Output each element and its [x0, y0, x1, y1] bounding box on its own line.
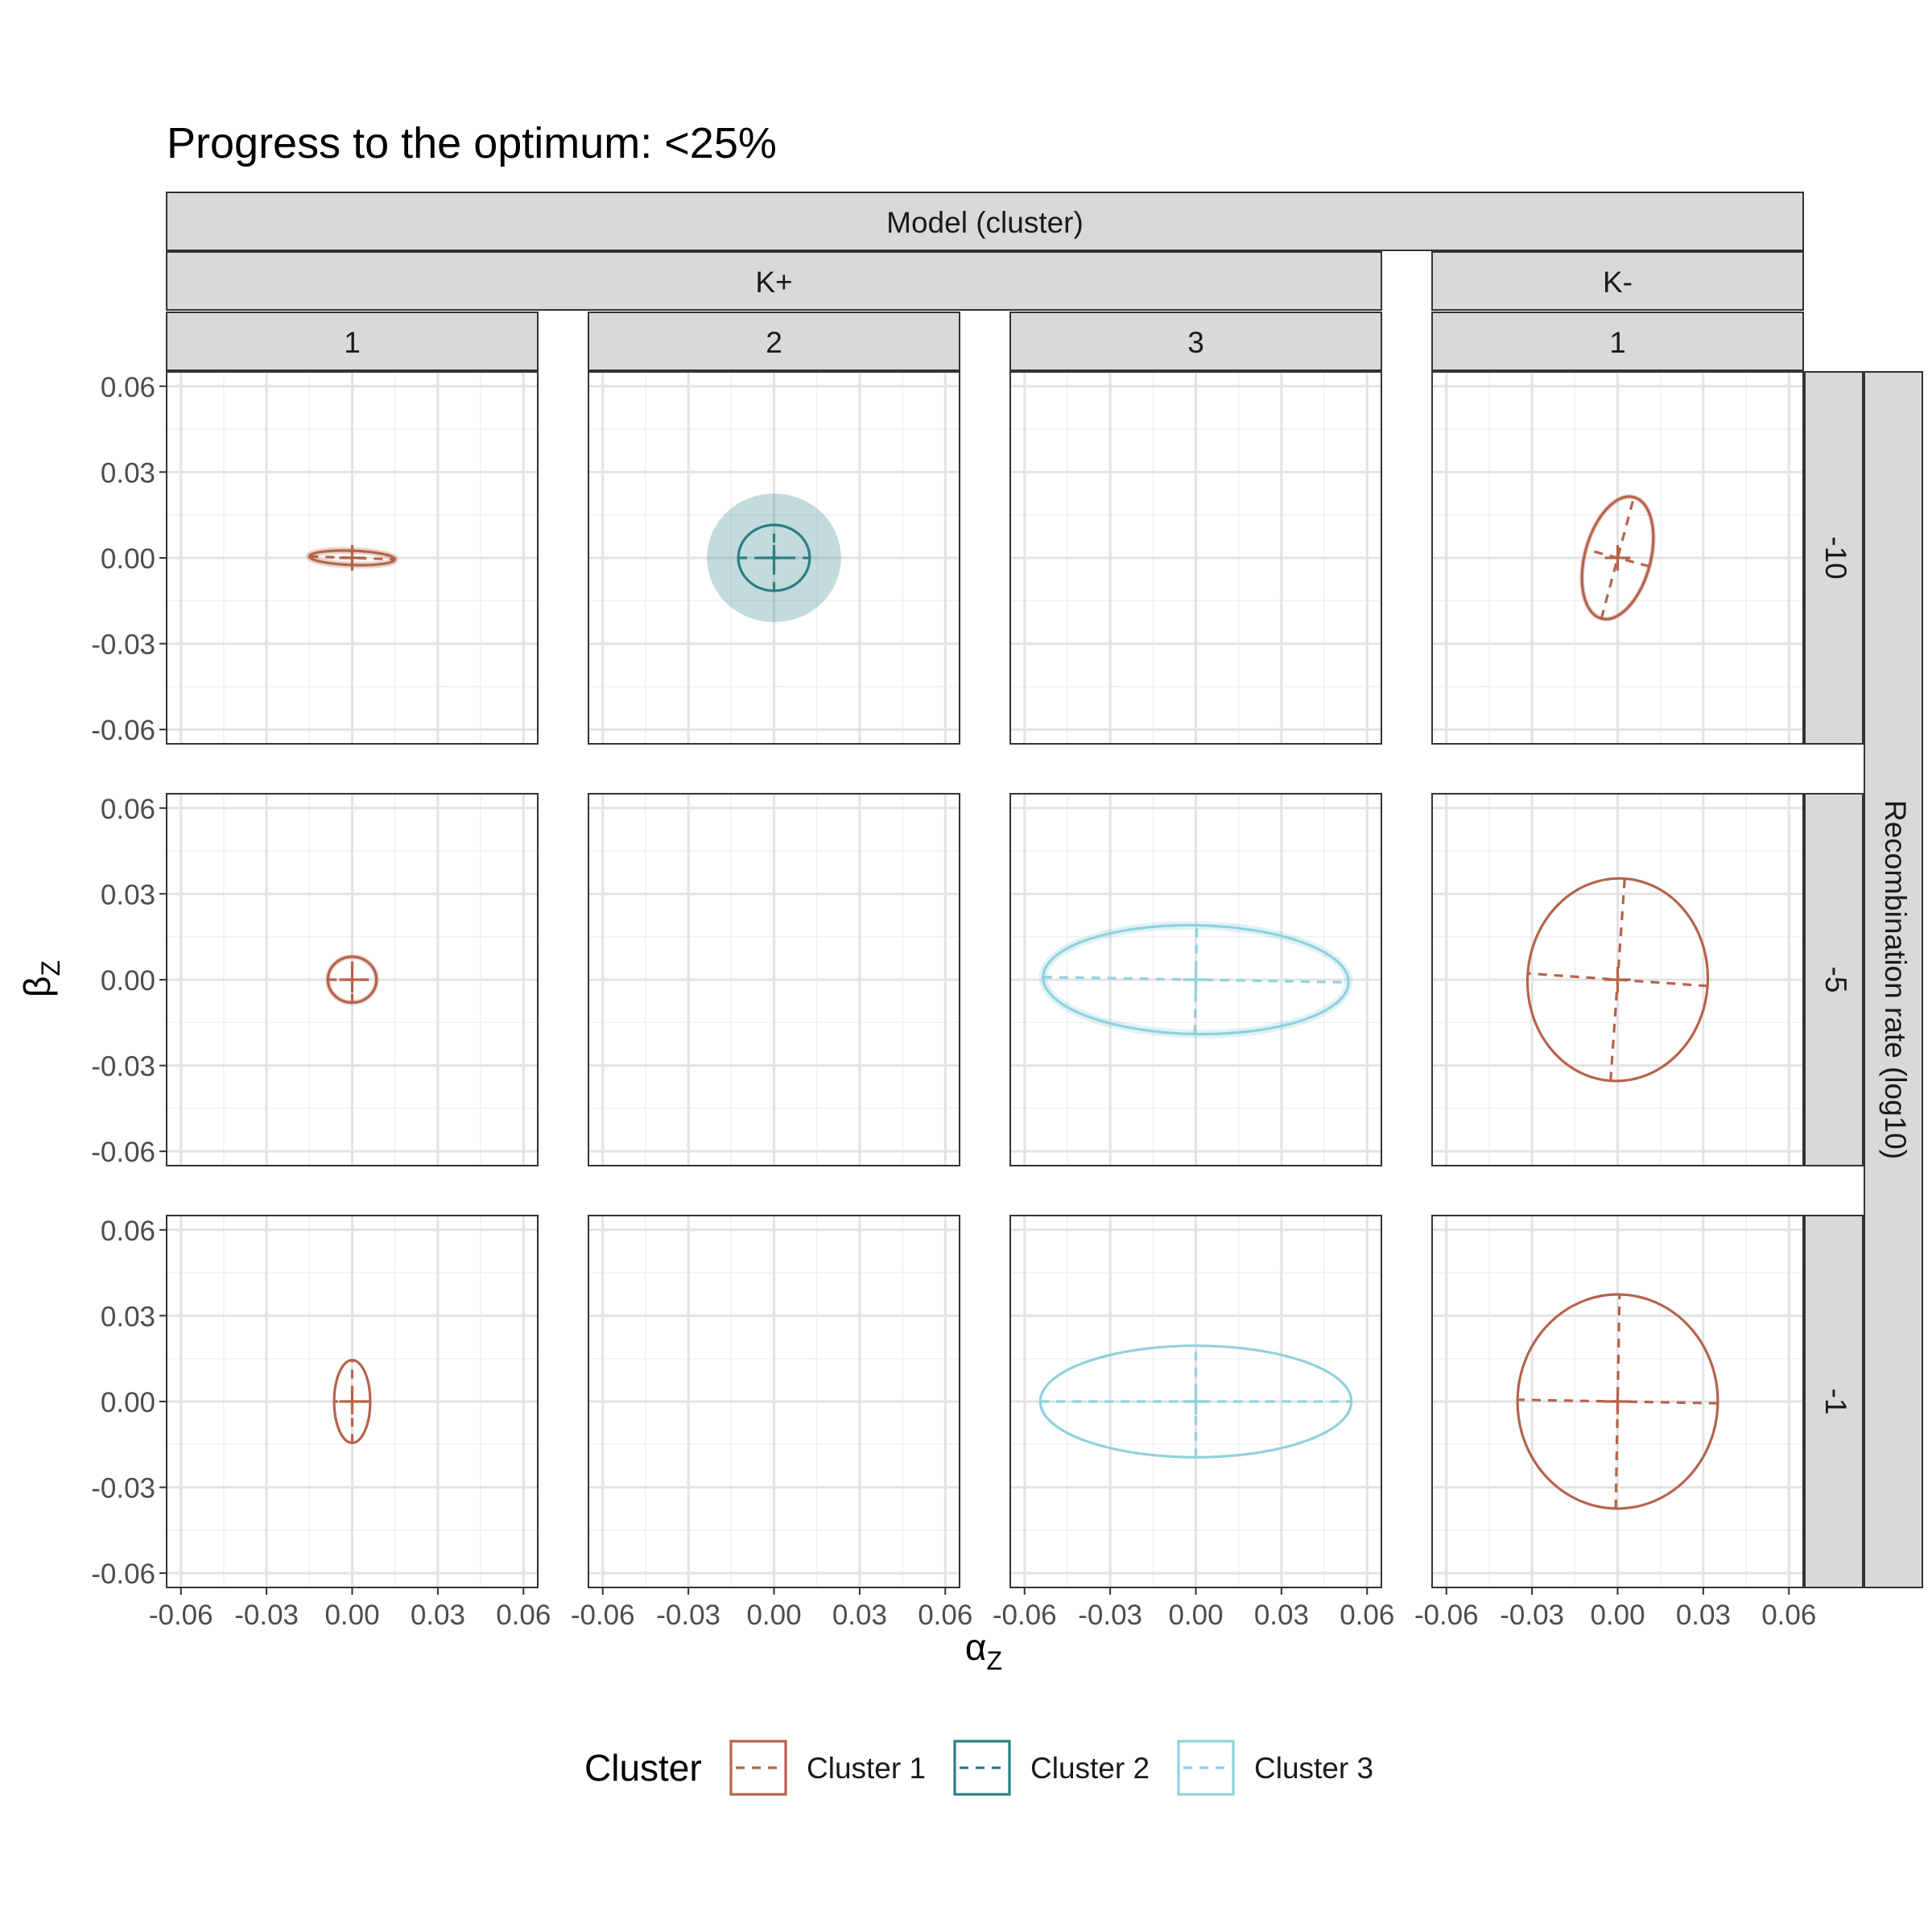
legend-item: Cluster 1 — [731, 1741, 926, 1794]
y-tick-label: 0.03 — [101, 879, 155, 910]
y-axis-title: βZ — [16, 960, 65, 997]
strip-column-label: 1 — [344, 326, 361, 359]
panel — [1432, 794, 1803, 1166]
x-tick-label: 0.06 — [1340, 1600, 1394, 1631]
y-tick-label: 0.06 — [101, 794, 155, 825]
panel — [588, 1216, 960, 1587]
panel — [588, 794, 960, 1166]
x-tick-label: 0.03 — [832, 1600, 887, 1631]
legend-label-3: Cluster 3 — [1254, 1752, 1373, 1785]
y-tick-label: 0.00 — [101, 965, 155, 997]
x-tick-label: -0.06 — [571, 1600, 635, 1631]
x-tick-label: 0.03 — [1254, 1600, 1309, 1631]
x-tick-label: -0.03 — [1078, 1600, 1142, 1631]
panel — [1010, 372, 1381, 744]
legend: Cluster Cluster 1 Cluster 2 Cluster 3 — [584, 1741, 1373, 1794]
y-tick-label: 0.06 — [101, 372, 155, 403]
strip-row-label: -10 — [1819, 536, 1852, 579]
strip-recombination-label: Recombination rate (log10) — [1879, 800, 1912, 1159]
x-tick-label: 0.00 — [1590, 1600, 1645, 1631]
panel — [1010, 794, 1381, 1166]
y-tick-label: -0.03 — [91, 1051, 155, 1083]
y-tick-label: 0.00 — [101, 1387, 155, 1418]
cluster-2-ellipse-group — [738, 525, 810, 591]
chart-title: Progress to the optimum: <25% — [167, 119, 777, 167]
strip-model-group-label: K- — [1603, 266, 1633, 299]
strip-model-group-label: K+ — [755, 266, 792, 299]
x-axis-title-sub: Z — [987, 1646, 1003, 1675]
y-tick-label: -0.06 — [91, 1137, 155, 1168]
x-tick-label: -0.06 — [993, 1600, 1057, 1631]
panel — [1010, 1216, 1381, 1587]
legend-title: Cluster — [584, 1747, 702, 1789]
y-tick-label: 0.03 — [101, 457, 155, 489]
panel — [167, 1216, 538, 1587]
y-axis-title-sub: Z — [36, 960, 65, 976]
legend-label-2: Cluster 2 — [1030, 1752, 1150, 1785]
x-tick-label: 0.00 — [1168, 1600, 1223, 1631]
x-tick-label: -0.06 — [1414, 1600, 1479, 1631]
x-tick-label: 0.06 — [496, 1600, 551, 1631]
strip-model-label: Model (cluster) — [886, 206, 1084, 239]
y-tick-label: 0.00 — [101, 543, 155, 575]
panel — [1432, 1216, 1803, 1587]
y-tick-label: 0.03 — [101, 1301, 155, 1332]
legend-item: Cluster 2 — [955, 1741, 1150, 1794]
strip-row-label: -5 — [1819, 967, 1852, 993]
panel — [167, 794, 538, 1166]
y-tick-label: -0.06 — [91, 1558, 155, 1590]
x-tick-label: -0.03 — [234, 1600, 299, 1631]
strip-column-label: 3 — [1187, 326, 1204, 359]
x-tick-label: -0.06 — [149, 1600, 213, 1631]
x-axis-title-main: α — [965, 1626, 987, 1668]
x-tick-label: 0.00 — [324, 1600, 379, 1631]
y-axis-title-main: β — [16, 976, 58, 997]
x-axis-title: αZ — [965, 1626, 1002, 1675]
legend-label-1: Cluster 1 — [807, 1752, 926, 1785]
panel — [1432, 372, 1803, 744]
strip-column-label: 2 — [766, 326, 782, 359]
x-tick-label: 0.03 — [411, 1600, 465, 1631]
strip-column-label: 1 — [1609, 326, 1626, 359]
y-tick-label: -0.03 — [91, 630, 155, 661]
y-tick-label: -0.06 — [91, 715, 155, 746]
legend-item: Cluster 3 — [1179, 1741, 1373, 1794]
y-tick-label: 0.06 — [101, 1216, 155, 1247]
x-tick-label: 0.06 — [1761, 1600, 1816, 1631]
x-tick-label: -0.03 — [1500, 1600, 1564, 1631]
x-tick-label: 0.03 — [1676, 1600, 1731, 1631]
strip-row-label: -1 — [1819, 1389, 1852, 1415]
panels — [167, 372, 1803, 1587]
panel — [167, 372, 538, 744]
panel — [588, 372, 960, 744]
y-tick-label: -0.03 — [91, 1473, 155, 1505]
x-tick-label: -0.03 — [656, 1600, 720, 1631]
x-tick-label: 0.00 — [746, 1600, 801, 1631]
